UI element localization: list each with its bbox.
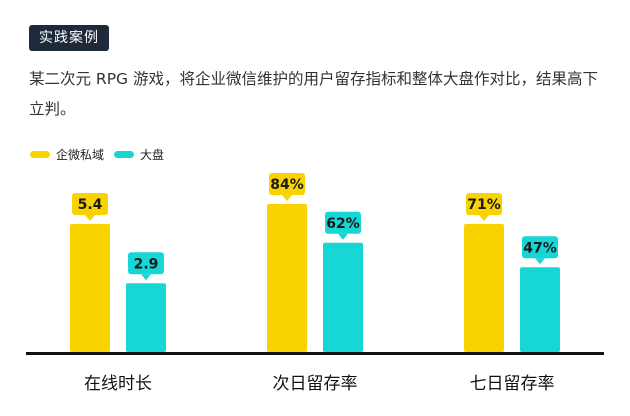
legend-swatch-private — [30, 151, 50, 158]
category-label-1: 次日留存率 — [273, 374, 358, 394]
data-label-pointer-1-1 — [338, 234, 348, 240]
data-label-0-1: 2.9 — [134, 256, 159, 272]
data-label-0-0: 5.4 — [78, 197, 103, 213]
bar-2-0 — [464, 224, 504, 352]
data-label-2-0: 71% — [467, 197, 501, 213]
data-label-pointer-0-1 — [141, 274, 151, 280]
bar-0-0 — [70, 224, 110, 352]
bar-2-1 — [520, 267, 560, 352]
data-label-pointer-0-0 — [85, 215, 95, 221]
data-label-1-0: 84% — [270, 177, 304, 193]
data-label-pointer-2-1 — [535, 258, 545, 264]
bar-0-1 — [126, 283, 166, 352]
category-label-0: 在线时长 — [84, 374, 152, 394]
data-label-pointer-1-0 — [282, 195, 292, 201]
category-label-2: 七日留存率 — [470, 374, 555, 394]
bar-chart: 5.4 2.9 在线时长 84% 62% 次日留存率 71% 47% 七日留存率 — [0, 160, 630, 416]
data-label-pointer-2-0 — [479, 215, 489, 221]
legend-swatch-market — [114, 151, 134, 158]
bar-1-1 — [323, 243, 363, 352]
data-label-1-1: 62% — [326, 216, 360, 232]
bar-1-0 — [267, 204, 307, 352]
description-text: 某二次元 RPG 游戏，将企业微信维护的用户留存指标和整体大盘作对比，结果高下立… — [29, 64, 609, 124]
data-label-2-1: 47% — [523, 240, 557, 256]
section-tag: 实践案例 — [29, 25, 109, 51]
